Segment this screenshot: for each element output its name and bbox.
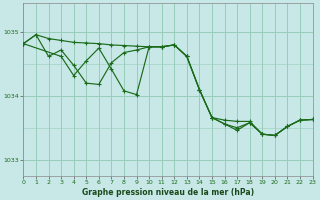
X-axis label: Graphe pression niveau de la mer (hPa): Graphe pression niveau de la mer (hPa) [82, 188, 254, 197]
